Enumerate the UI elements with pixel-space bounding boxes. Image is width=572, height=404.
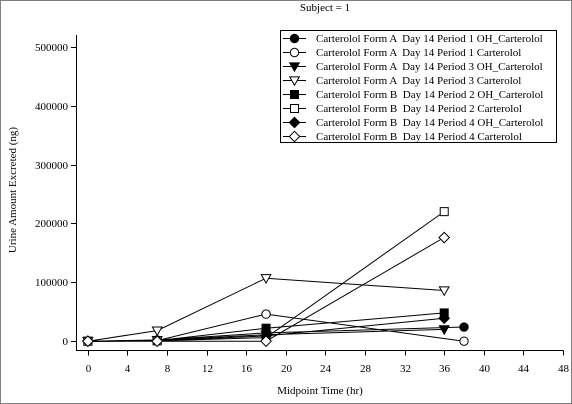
series-7-point [438, 312, 451, 325]
series-4-point [260, 274, 272, 284]
series-8-point [151, 335, 164, 348]
x-tick-label: 32 [400, 363, 411, 375]
series-8-point [260, 335, 272, 348]
legend-marker [288, 76, 301, 87]
legend-entry-1: Carterolol Form A Day 14 Period 1 OH_Car… [283, 33, 543, 45]
legend-label: Carterolol Form B Day 14 Period 4 OH_Car… [316, 117, 543, 129]
legend-entry-6: Carterolol Form B Day 14 Period 2 Carter… [283, 103, 522, 115]
legend-marker [289, 47, 300, 58]
x-tick-label: 28 [360, 363, 372, 375]
series-2-point [459, 336, 469, 346]
y-tick-label: 400000 [35, 101, 69, 113]
chart-title: Subject = 1 [300, 2, 350, 14]
y-tick-label: 200000 [35, 218, 69, 230]
series-1-point [459, 322, 469, 332]
legend-entry-2: Carterolol Form A Day 14 Period 1 Carter… [283, 47, 521, 59]
legend-marker [289, 33, 300, 44]
legend-label: Carterolol Form A Day 14 Period 1 Carter… [316, 47, 521, 59]
legend: Carterolol Form A Day 14 Period 1 OH_Car… [280, 30, 557, 143]
legend-label: Carterolol Form B Day 14 Period 2 OH_Car… [316, 89, 543, 101]
legend-entry-4: Carterolol Form A Day 14 Period 3 Carter… [283, 75, 521, 87]
legend-label: Carterolol Form A Day 14 Period 1 OH_Car… [316, 33, 543, 45]
x-tick-label: 44 [518, 363, 530, 375]
axes [76, 35, 564, 351]
x-tick-label: 48 [558, 363, 570, 375]
series-8-line [87, 237, 445, 342]
series-6-point [439, 207, 449, 217]
legend-marker [288, 130, 301, 143]
series-2-point [261, 309, 271, 319]
y-tick-label: 100000 [35, 277, 69, 289]
x-tick-label: 4 [125, 363, 131, 375]
x-axis-ticks: 0 4 8 12 16 20 24 28 32 36 40 44 48 [86, 350, 570, 375]
y-tick-label: 0 [63, 336, 69, 348]
series-markers [81, 207, 469, 348]
x-tick-label: 12 [202, 363, 213, 375]
legend-marker [290, 104, 299, 113]
series-4-point [438, 286, 450, 297]
x-tick-label: 16 [241, 363, 253, 375]
series-4-line [87, 277, 445, 342]
x-tick-label: 20 [281, 363, 293, 375]
legend-marker [290, 90, 299, 99]
series-8-point [438, 231, 451, 244]
y-tick-label: 500000 [35, 42, 69, 54]
series-4-point [151, 326, 163, 337]
y-tick-label: 300000 [35, 160, 69, 172]
x-tick-label: 36 [439, 363, 451, 375]
legend-label: Carterolol Form B Day 14 Period 2 Carter… [316, 103, 522, 115]
legend-marker [288, 62, 301, 73]
legend-entry-8: Carterolol Form B Day 14 Period 4 Carter… [283, 130, 522, 143]
legend-entry-7: Carterolol Form B Day 14 Period 4 OH_Car… [283, 116, 543, 129]
legend-entry-5: Carterolol Form B Day 14 Period 2 OH_Car… [283, 89, 543, 101]
y-axis-ticks: 0 100000 200000 300000 400000 500000 [35, 42, 77, 348]
legend-label: Carterolol Form A Day 14 Period 3 Carter… [316, 75, 521, 87]
x-axis-label: Midpoint Time (hr) [277, 385, 363, 397]
x-tick-label: 0 [86, 363, 92, 375]
x-tick-label: 40 [479, 363, 491, 375]
legend-label: Carterolol Form A Day 14 Period 3 OH_Car… [316, 61, 543, 73]
x-tick-label: 24 [320, 363, 332, 375]
series-3-point [438, 325, 450, 336]
legend-entries: Carterolol Form A Day 14 Period 1 OH_Car… [283, 33, 543, 143]
legend-box [280, 30, 557, 143]
x-tick-label: 8 [165, 363, 171, 375]
legend-marker [288, 116, 301, 129]
legend-label: Carterolol Form B Day 14 Period 4 Carter… [316, 131, 522, 143]
series-8-point [81, 335, 94, 348]
series-lines [87, 211, 465, 342]
legend-entry-3: Carterolol Form A Day 14 Period 3 OH_Car… [283, 61, 543, 73]
y-axis-label: Urine Amount Excreted (ng) [7, 127, 19, 253]
